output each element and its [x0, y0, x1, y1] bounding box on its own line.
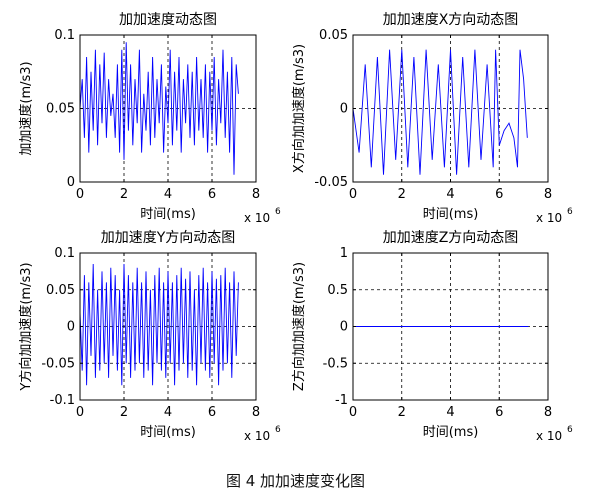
series-line — [79, 42, 239, 175]
y-tick-label: 1 — [340, 246, 348, 261]
x-tick-label: 6 — [495, 187, 503, 202]
x-tick-label: 4 — [446, 405, 454, 420]
x-tick-label: 4 — [164, 405, 172, 420]
x-tick-label: 6 — [495, 405, 503, 420]
y-tick-label: 0.5 — [327, 283, 348, 298]
x-tick-label: 2 — [120, 405, 128, 420]
x-axis-label: 时间(ms) — [423, 207, 479, 222]
y-tick-label: -1 — [335, 393, 348, 408]
x-tick-label: 8 — [544, 187, 552, 202]
y-axis-label: Z方向加加速度(m/s3) — [291, 262, 307, 391]
y-tick-label: 0.1 — [54, 246, 75, 261]
x-tick-label: 0 — [76, 187, 84, 202]
figure-caption: 图 4 加加速度变化图 — [225, 472, 366, 490]
x-multiplier: x 10 — [244, 211, 270, 225]
y-tick-label: 0.05 — [46, 102, 75, 117]
x-tick-label: 8 — [544, 405, 552, 420]
y-tick-label: -0.05 — [41, 356, 75, 371]
y-tick-label: -0.05 — [314, 175, 348, 190]
y-tick-label: 0 — [67, 175, 75, 190]
x-multiplier: x 10 — [536, 211, 562, 225]
y-tick-label: 0 — [67, 320, 75, 335]
x-axis-label: 时间(ms) — [423, 425, 479, 440]
series-line — [352, 49, 528, 175]
x-tick-label: 0 — [76, 405, 84, 420]
x-multiplier-exponent: 6 — [275, 425, 281, 435]
y-tick-label: -0.1 — [50, 393, 75, 408]
x-axis-label: 时间(ms) — [140, 207, 196, 222]
x-tick-label: 0 — [349, 405, 357, 420]
x-tick-label: 0 — [349, 187, 357, 202]
subplot-title: 加加速度Z方向动态图 — [383, 230, 519, 246]
x-tick-label: 8 — [252, 187, 260, 202]
y-tick-label: 0.05 — [46, 283, 75, 298]
x-tick-label: 4 — [446, 187, 454, 202]
x-multiplier: x 10 — [244, 429, 270, 443]
y-tick-label: 0.1 — [54, 28, 75, 43]
series-line — [79, 263, 239, 386]
x-multiplier-exponent: 6 — [567, 425, 573, 435]
subplot-title: 加加速度X方向动态图 — [383, 12, 519, 28]
y-tick-label: 0.05 — [319, 28, 348, 43]
x-multiplier: x 10 — [536, 429, 562, 443]
x-multiplier-exponent: 6 — [275, 207, 281, 217]
subplot-title: 加加速度Y方向动态图 — [101, 230, 236, 246]
y-axis-label: X方向加加速度(m/s3) — [291, 44, 307, 173]
y-tick-label: 0 — [340, 102, 348, 117]
y-axis-label: Y方向加加速度(m/s3) — [18, 262, 34, 391]
x-tick-label: 8 — [252, 405, 260, 420]
y-tick-label: 0 — [340, 320, 348, 335]
subplot-title: 加加速度动态图 — [119, 12, 217, 28]
x-tick-label: 2 — [398, 187, 406, 202]
y-tick-label: -0.5 — [323, 356, 348, 371]
y-axis-label: 加加速度(m/s3) — [18, 61, 34, 155]
x-tick-label: 6 — [208, 405, 216, 420]
x-axis-label: 时间(ms) — [140, 425, 196, 440]
x-tick-label: 2 — [398, 405, 406, 420]
x-tick-label: 6 — [208, 187, 216, 202]
x-tick-label: 4 — [164, 187, 172, 202]
x-multiplier-exponent: 6 — [567, 207, 573, 217]
x-tick-label: 2 — [120, 187, 128, 202]
